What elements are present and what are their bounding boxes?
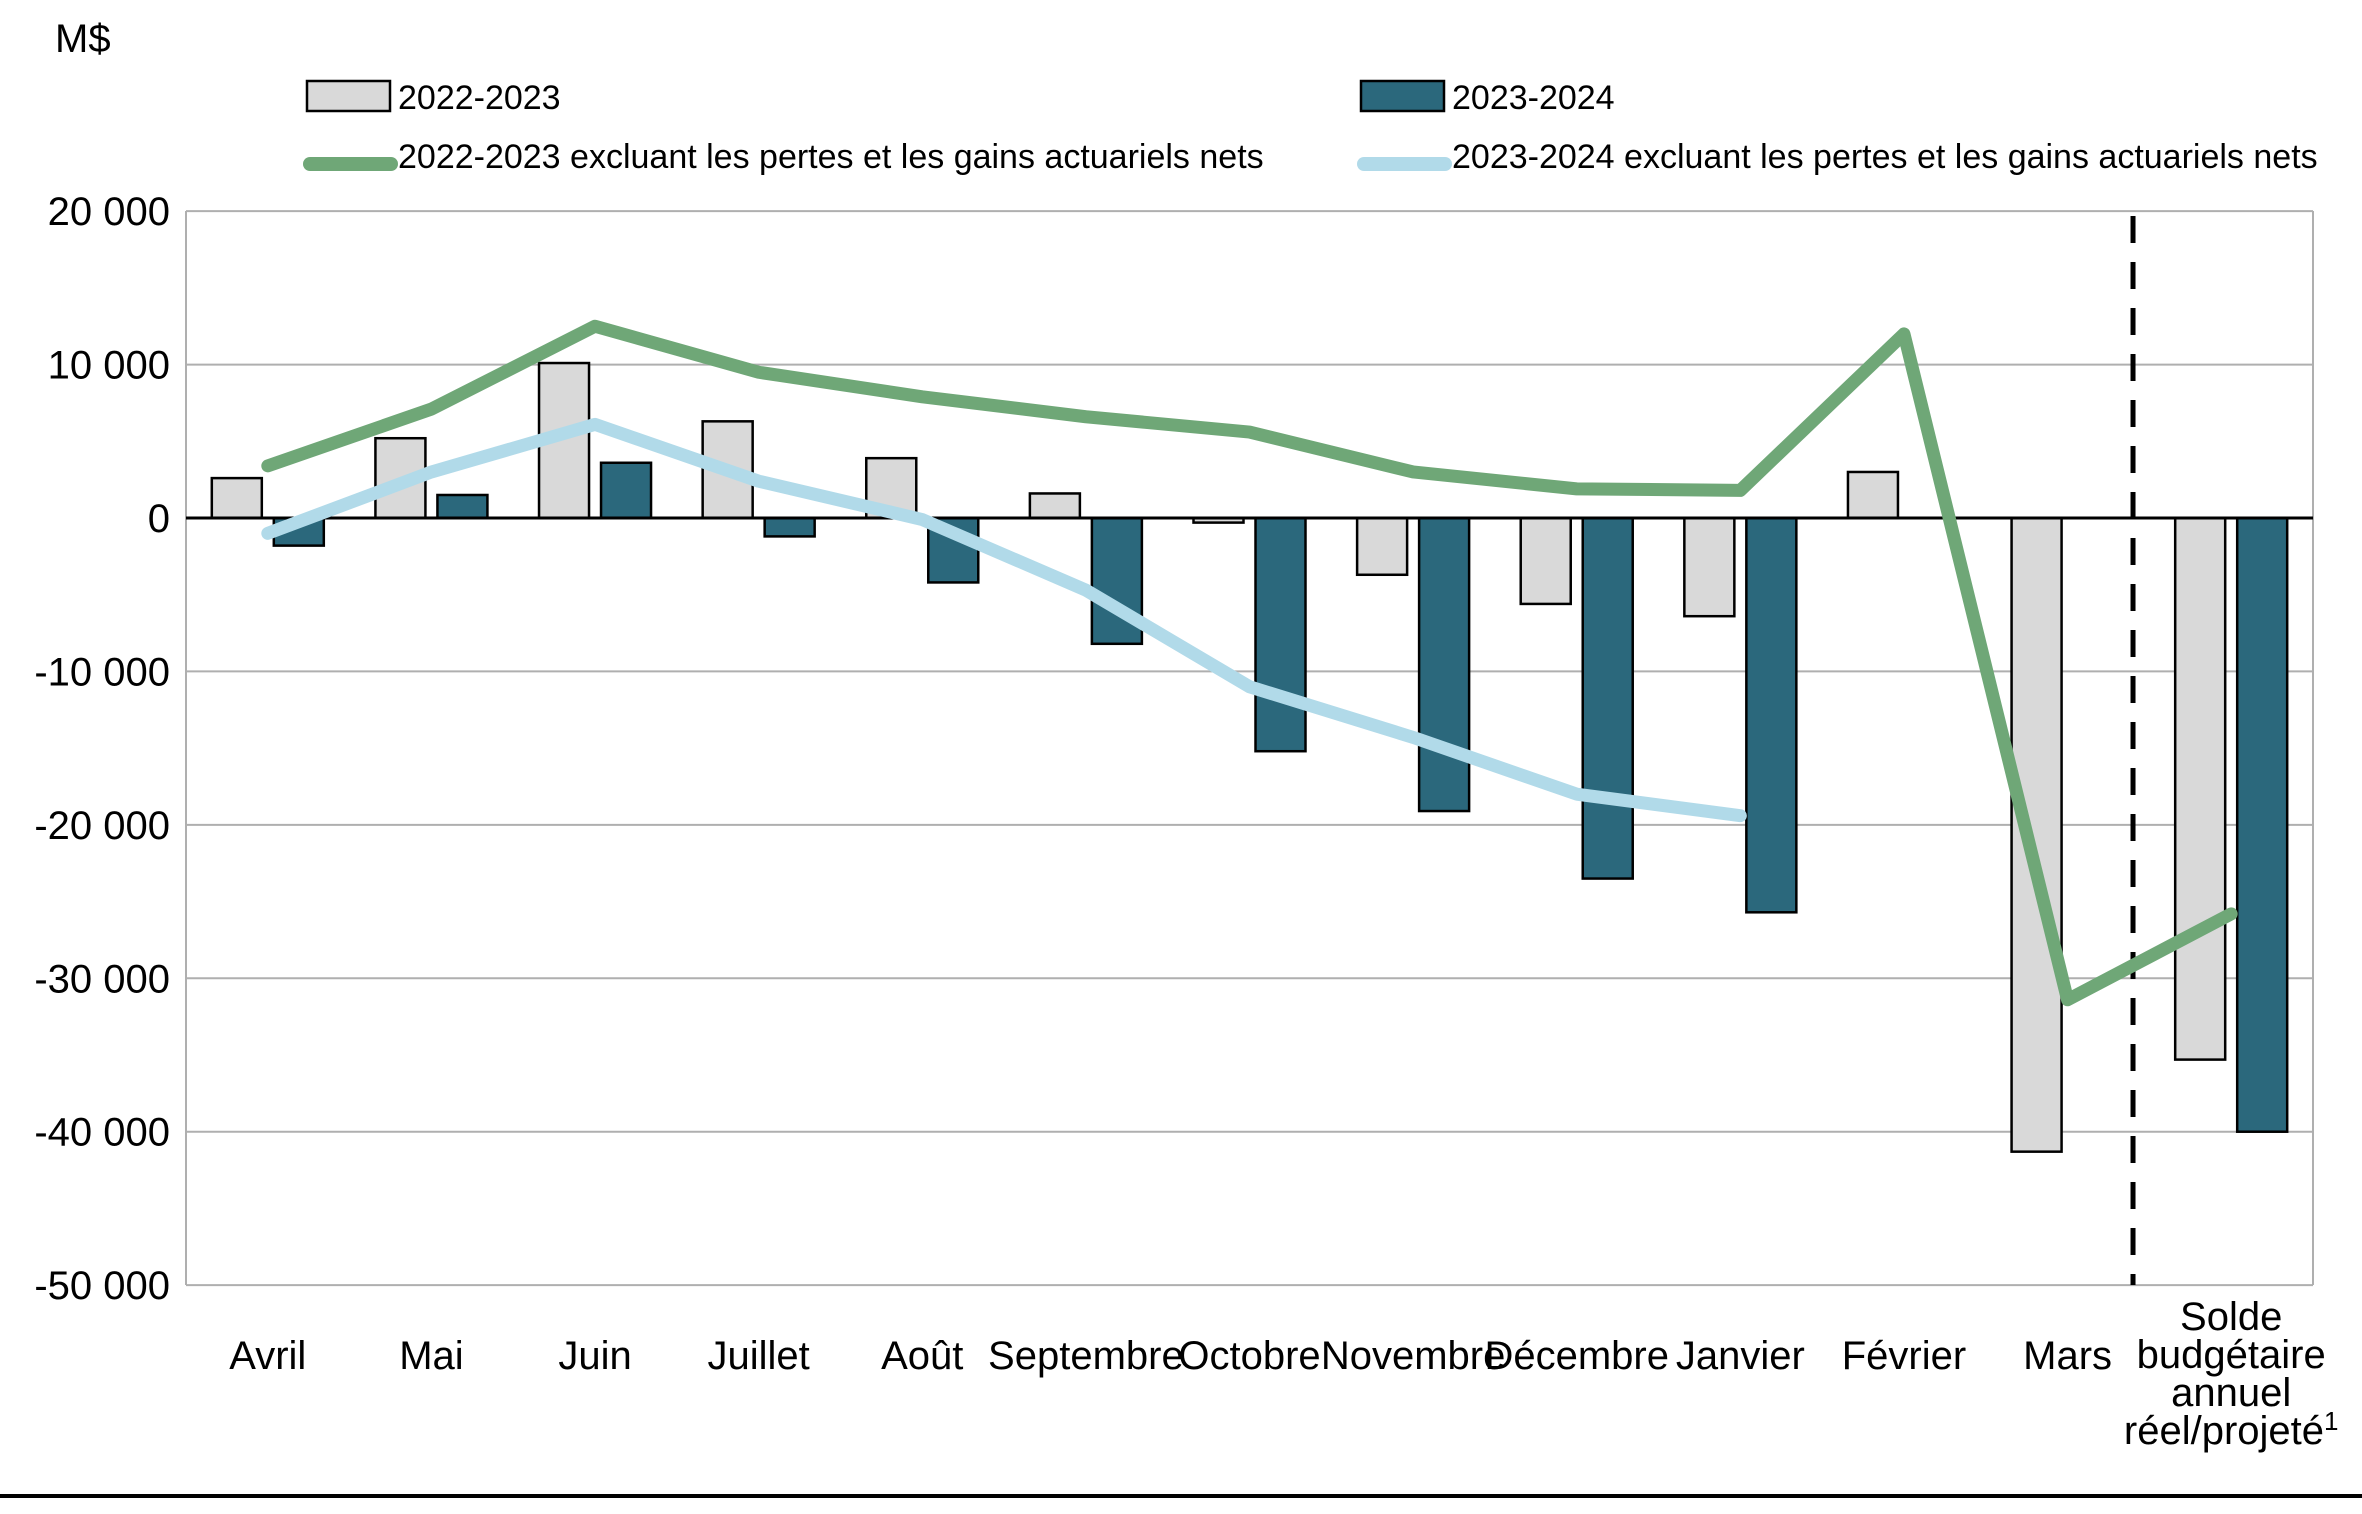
bar-series-2023-2024	[272, 461, 2289, 1133]
legend-swatch-bar-2023-2024	[1359, 79, 1446, 113]
bar-2022-2023-janvier	[1683, 516, 1736, 618]
x-category-label-novembre: Novembre	[1321, 1334, 1506, 1378]
line-2022-2023-excluant-les-pertes-et-les-gai	[261, 319, 2238, 1007]
bar-series-2022-2023	[210, 361, 2227, 1153]
bar-2023-2024-novembre	[1417, 516, 1471, 813]
y-tick-label: -20 000	[34, 804, 170, 848]
x-category-label-solde-budgetaire-annuel-reel-projete: Solde budgétaire annuel réel/projeté1	[2124, 1295, 2339, 1453]
bar-2022-2023-novembre	[1355, 516, 1409, 577]
bar-2023-2024-juin	[599, 461, 653, 520]
bar-2023-2024-juillet	[763, 516, 816, 538]
bar-2023-2024-janvier	[1745, 516, 1798, 914]
x-category-label-janvier: Janvier	[1676, 1334, 1805, 1378]
line-2023-2024-excluant-les-pertes-et-les-gai	[261, 417, 1747, 823]
legend-swatch-line-2022-2023-excluant-l	[303, 157, 398, 171]
legend-label: 2022-2023	[398, 79, 561, 117]
bar-2023-2024-solde-budgetaire-annuel-reel-projete	[2235, 516, 2289, 1133]
bar-2022-2023-septembre	[1028, 492, 1082, 520]
y-tick-label: 20 000	[48, 190, 170, 234]
bar-2022-2023-avril	[210, 476, 264, 520]
y-tick-label: -10 000	[34, 650, 170, 694]
x-category-label-fevrier: Février	[1842, 1334, 1966, 1378]
x-category-label-aout: Août	[881, 1334, 963, 1378]
y-tick-label: 0	[148, 497, 170, 541]
legend-item-2022-2023-excluant-les-pertes-: 2022-2023 excluant les pertes et les gai…	[303, 138, 1264, 176]
x-category-label-juillet: Juillet	[708, 1334, 810, 1378]
legend-label: 2023-2024 excluant les pertes et les gai…	[1452, 138, 2318, 176]
bar-2023-2024-octobre	[1254, 516, 1307, 753]
x-category-label-juin: Juin	[558, 1334, 631, 1378]
legend-item-2023-2024: 2023-2024	[1359, 79, 1615, 117]
bar-2022-2023-mars	[2010, 516, 2063, 1153]
x-category-label-mars: Mars	[2023, 1334, 2112, 1378]
x-category-label-septembre: Septembre	[988, 1334, 1184, 1378]
y-tick-label: -50 000	[34, 1264, 170, 1308]
bar-2022-2023-solde-budgetaire-annuel-reel-projete	[2173, 516, 2227, 1061]
y-axis-unit-label: M$	[55, 17, 111, 61]
x-category-label-avril: Avril	[229, 1334, 306, 1378]
y-tick-label: 10 000	[48, 344, 170, 388]
legend-swatch-bar-2022-2023	[305, 79, 392, 113]
bar-2023-2024-decembre	[1581, 516, 1634, 880]
legend-swatch-line-2023-2024-excluant-l	[1357, 157, 1452, 171]
legend-item-2023-2024-excluant-les-pertes-: 2023-2024 excluant les pertes et les gai…	[1357, 138, 2318, 176]
bar-2022-2023-decembre	[1519, 516, 1572, 606]
legend-label: 2023-2024	[1452, 79, 1615, 117]
legend-item-2022-2023: 2022-2023	[305, 79, 561, 117]
y-tick-label: -30 000	[34, 957, 170, 1001]
legend-label: 2022-2023 excluant les pertes et les gai…	[398, 138, 1264, 176]
x-category-label-decembre: Décembre	[1484, 1334, 1669, 1378]
page-bottom-rule	[0, 1494, 2362, 1498]
x-category-label-octobre: Octobre	[1178, 1334, 1320, 1378]
x-category-label-mai: Mai	[399, 1334, 463, 1378]
bar-2023-2024-mai	[436, 493, 489, 520]
bar-2022-2023-fevrier	[1846, 470, 1900, 520]
y-tick-label: -40 000	[34, 1111, 170, 1155]
